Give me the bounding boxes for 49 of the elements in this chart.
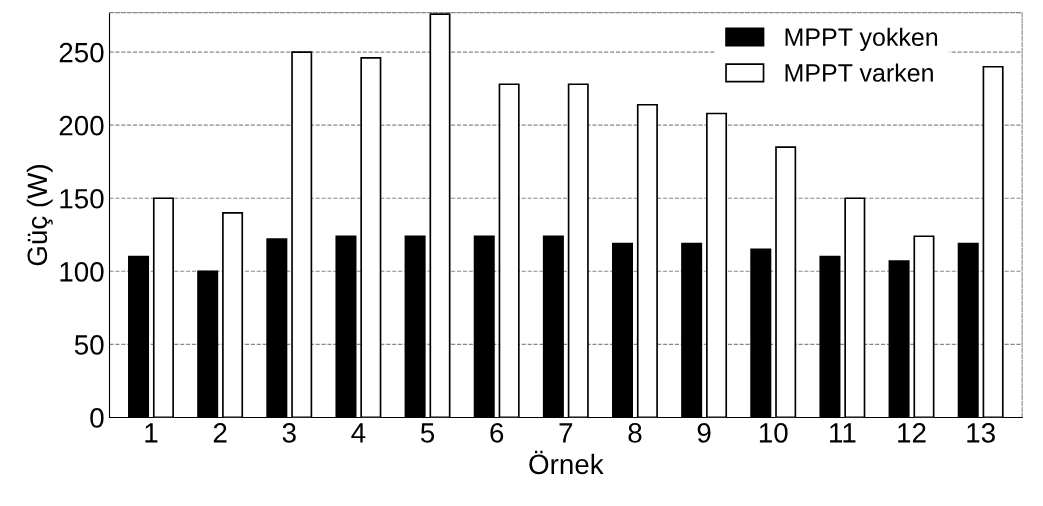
bar	[498, 83, 520, 418]
bar	[197, 270, 219, 418]
bar	[706, 112, 728, 418]
bar	[636, 103, 658, 418]
bar	[473, 235, 495, 418]
x-tick-label: 12	[898, 423, 926, 443]
bar	[982, 65, 1004, 418]
x-tick-label: 13	[967, 423, 995, 443]
bar	[335, 235, 357, 418]
bar	[957, 242, 979, 418]
bar	[913, 235, 935, 418]
bar	[612, 242, 634, 418]
x-tick-label: 8	[628, 423, 642, 443]
x-tick-label: 9	[697, 423, 711, 443]
x-tick-label: 10	[759, 423, 788, 443]
x-tick-label: 11	[830, 423, 856, 443]
x-tick-label: 6	[490, 423, 504, 443]
bar	[819, 255, 841, 418]
bar	[128, 255, 150, 418]
y-tick-label: 250	[59, 42, 104, 63]
bar	[775, 146, 797, 418]
bar	[222, 212, 244, 418]
legend-label: MPPT yokken	[785, 27, 938, 51]
bar	[404, 235, 426, 418]
y-tick-label: 0	[90, 408, 104, 428]
bar	[360, 57, 382, 418]
bar	[844, 197, 866, 418]
bar	[266, 238, 288, 418]
x-axis-title: Örnek	[529, 450, 604, 475]
y-axis-title: Güç (W)	[26, 165, 53, 266]
bar	[567, 83, 589, 418]
x-tick-label: 1	[145, 423, 158, 443]
y-tick-label: 150	[60, 188, 104, 209]
bar	[152, 197, 174, 418]
y-tick-label: 100	[60, 261, 104, 282]
bar	[291, 51, 313, 418]
y-tick-label: 50	[74, 335, 104, 355]
bar	[681, 242, 703, 418]
x-tick-label: 5	[420, 423, 435, 443]
bar	[888, 260, 910, 418]
x-tick-label: 2	[213, 423, 227, 443]
bar	[542, 235, 564, 418]
bar	[429, 13, 451, 418]
y-tick-label: 200	[59, 115, 104, 136]
x-tick-label: 3	[282, 423, 296, 443]
bar	[750, 248, 772, 418]
x-tick-label: 4	[351, 423, 366, 443]
legend-label: MPPT varken	[785, 63, 933, 82]
x-tick-label: 7	[559, 423, 573, 443]
